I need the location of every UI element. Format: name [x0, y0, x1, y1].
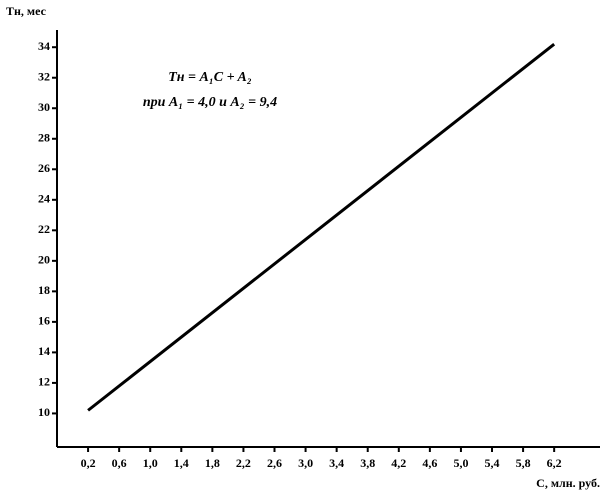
x-tick-label: 5,0 — [453, 456, 468, 470]
x-tick-label: 4,6 — [422, 456, 437, 470]
x-tick-label: 2,2 — [236, 456, 251, 470]
y-tick-label: 26 — [38, 161, 50, 175]
y-tick-label: 20 — [38, 253, 50, 267]
y-tick-label: 12 — [38, 375, 50, 389]
y-tick-label: 32 — [38, 69, 50, 83]
y-tick-label: 14 — [38, 344, 50, 358]
y-tick-label: 10 — [38, 405, 50, 419]
y-tick-label: 22 — [38, 222, 50, 236]
x-tick-label: 4,2 — [391, 456, 406, 470]
y-axis-label: Tн, мес — [6, 4, 47, 18]
annotation: при A₁ = 4,0 и A₂ = 9,4 — [143, 95, 277, 110]
x-tick-label: 0,6 — [112, 456, 127, 470]
x-tick-label: 3,4 — [329, 456, 344, 470]
x-tick-label: 5,8 — [516, 456, 531, 470]
x-tick-label: 3,8 — [360, 456, 375, 470]
data-line — [87, 42, 556, 412]
y-tick-label: 24 — [38, 192, 50, 206]
x-tick-label: 0,2 — [81, 456, 96, 470]
x-tick-label: 5,4 — [485, 456, 500, 470]
x-axis-label: C, млн. руб. — [536, 476, 600, 490]
y-tick-label: 34 — [38, 39, 50, 53]
y-tick-label: 30 — [38, 100, 50, 114]
y-tick-label: 28 — [38, 131, 50, 145]
x-tick-label: 1,4 — [174, 456, 189, 470]
x-tick-label: 3,0 — [298, 456, 313, 470]
annotation: Tн = A₁C + A₂ — [168, 70, 252, 85]
x-tick-label: 1,0 — [143, 456, 158, 470]
x-tick-label: 6,2 — [547, 456, 562, 470]
x-tick-label: 2,6 — [267, 456, 282, 470]
y-tick-label: 18 — [38, 283, 50, 297]
y-tick-label: 16 — [38, 314, 50, 328]
x-tick-label: 1,8 — [205, 456, 220, 470]
